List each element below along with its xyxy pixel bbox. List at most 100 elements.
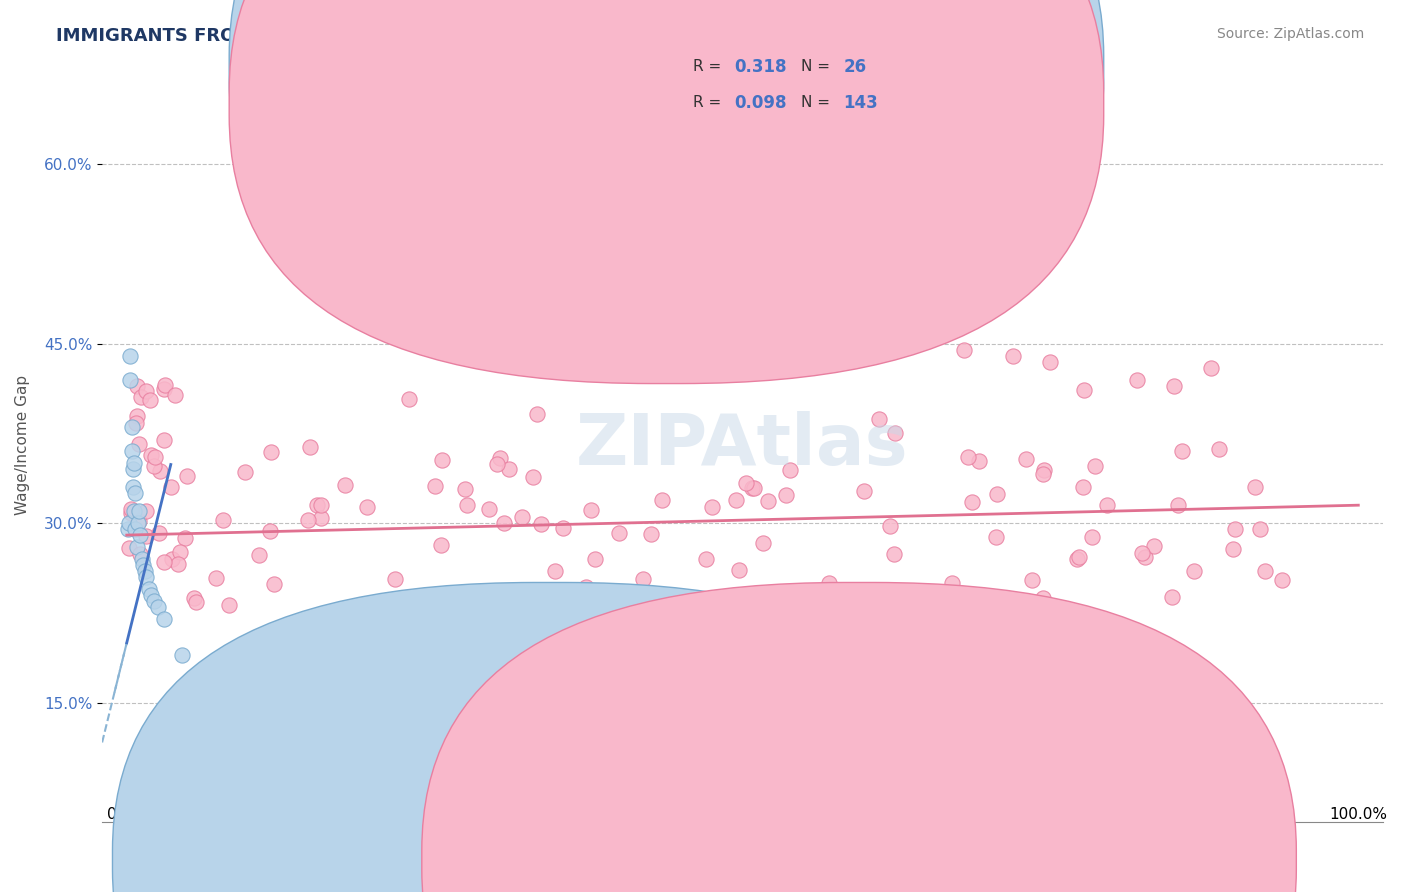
Point xyxy=(128,515,150,529)
Point xyxy=(135,504,157,518)
Point xyxy=(299,440,322,454)
Point xyxy=(124,486,146,500)
Text: N =: N = xyxy=(801,95,831,110)
Point xyxy=(775,488,797,502)
Point xyxy=(297,513,319,527)
Point xyxy=(768,588,790,602)
Point xyxy=(1254,565,1277,579)
Point xyxy=(127,409,149,424)
Point xyxy=(883,547,905,561)
Point xyxy=(135,384,157,399)
Point xyxy=(572,586,595,600)
Point xyxy=(1021,573,1043,587)
Point xyxy=(1081,531,1104,545)
Point xyxy=(309,511,332,525)
Point xyxy=(127,516,149,530)
Point xyxy=(118,516,141,530)
Point xyxy=(430,452,453,467)
Point xyxy=(879,519,901,533)
Point xyxy=(212,513,235,527)
Point xyxy=(1182,564,1205,578)
Text: R =: R = xyxy=(693,60,721,74)
Point xyxy=(174,532,197,546)
Text: 143: 143 xyxy=(844,94,879,112)
Point xyxy=(165,387,187,401)
Point xyxy=(456,498,478,512)
Point xyxy=(488,451,510,466)
Point xyxy=(1039,354,1062,368)
Point xyxy=(152,555,174,569)
Point xyxy=(852,483,875,498)
Text: 26: 26 xyxy=(844,58,866,76)
Point xyxy=(1199,360,1222,375)
Point xyxy=(384,573,406,587)
Point xyxy=(160,551,183,566)
Point xyxy=(1160,590,1182,604)
Point xyxy=(1208,442,1230,457)
Point xyxy=(1163,378,1185,392)
Point xyxy=(139,448,162,462)
Point xyxy=(581,503,603,517)
Point xyxy=(756,494,779,508)
Point xyxy=(205,571,228,585)
Point xyxy=(536,608,558,623)
Point xyxy=(423,479,446,493)
Point xyxy=(986,530,1008,544)
Point xyxy=(1244,480,1267,494)
Point xyxy=(752,536,775,550)
Point xyxy=(1032,467,1054,482)
Point xyxy=(879,331,901,345)
Point xyxy=(485,349,508,363)
Point xyxy=(135,570,157,584)
Point xyxy=(247,548,270,562)
Point xyxy=(398,392,420,406)
Point xyxy=(141,588,163,602)
Point xyxy=(1069,550,1091,565)
Point xyxy=(120,501,142,516)
Point xyxy=(121,420,143,434)
Text: Source: ZipAtlas.com: Source: ZipAtlas.com xyxy=(1216,27,1364,41)
Point xyxy=(1271,573,1294,587)
Point xyxy=(172,648,194,662)
Point xyxy=(263,577,285,591)
Point xyxy=(583,552,606,566)
Point xyxy=(121,506,143,520)
Text: 0.098: 0.098 xyxy=(734,94,786,112)
Point xyxy=(651,492,673,507)
Point xyxy=(817,576,839,591)
Point xyxy=(184,595,207,609)
Point xyxy=(453,482,475,496)
Point xyxy=(744,481,766,495)
Point xyxy=(356,500,378,514)
Point xyxy=(941,576,963,591)
Text: R =: R = xyxy=(693,95,721,110)
Point xyxy=(695,552,717,566)
Point xyxy=(640,527,662,541)
Point xyxy=(122,462,145,476)
Text: N =: N = xyxy=(801,60,831,74)
Point xyxy=(1095,498,1118,512)
Point xyxy=(159,480,181,494)
Point xyxy=(1084,458,1107,473)
Text: IMMIGRANTS FROM LITHUANIA VS ASIAN WAGE/INCOME GAP CORRELATION CHART: IMMIGRANTS FROM LITHUANIA VS ASIAN WAGE/… xyxy=(56,27,893,45)
Point xyxy=(575,580,598,594)
Point xyxy=(129,390,152,404)
Point xyxy=(121,444,143,458)
Point xyxy=(138,582,160,596)
Point xyxy=(139,392,162,407)
Point xyxy=(1071,480,1094,494)
Point xyxy=(509,743,531,757)
Point xyxy=(1170,443,1192,458)
Point xyxy=(891,588,914,602)
Point xyxy=(544,564,567,578)
Point xyxy=(741,482,763,496)
Point xyxy=(129,528,152,542)
Point xyxy=(510,509,533,524)
Point xyxy=(607,526,630,541)
Point xyxy=(793,360,815,375)
Point xyxy=(122,504,145,518)
Point xyxy=(117,522,139,536)
Point xyxy=(1249,522,1271,536)
Point xyxy=(142,594,165,608)
Point xyxy=(651,351,673,365)
